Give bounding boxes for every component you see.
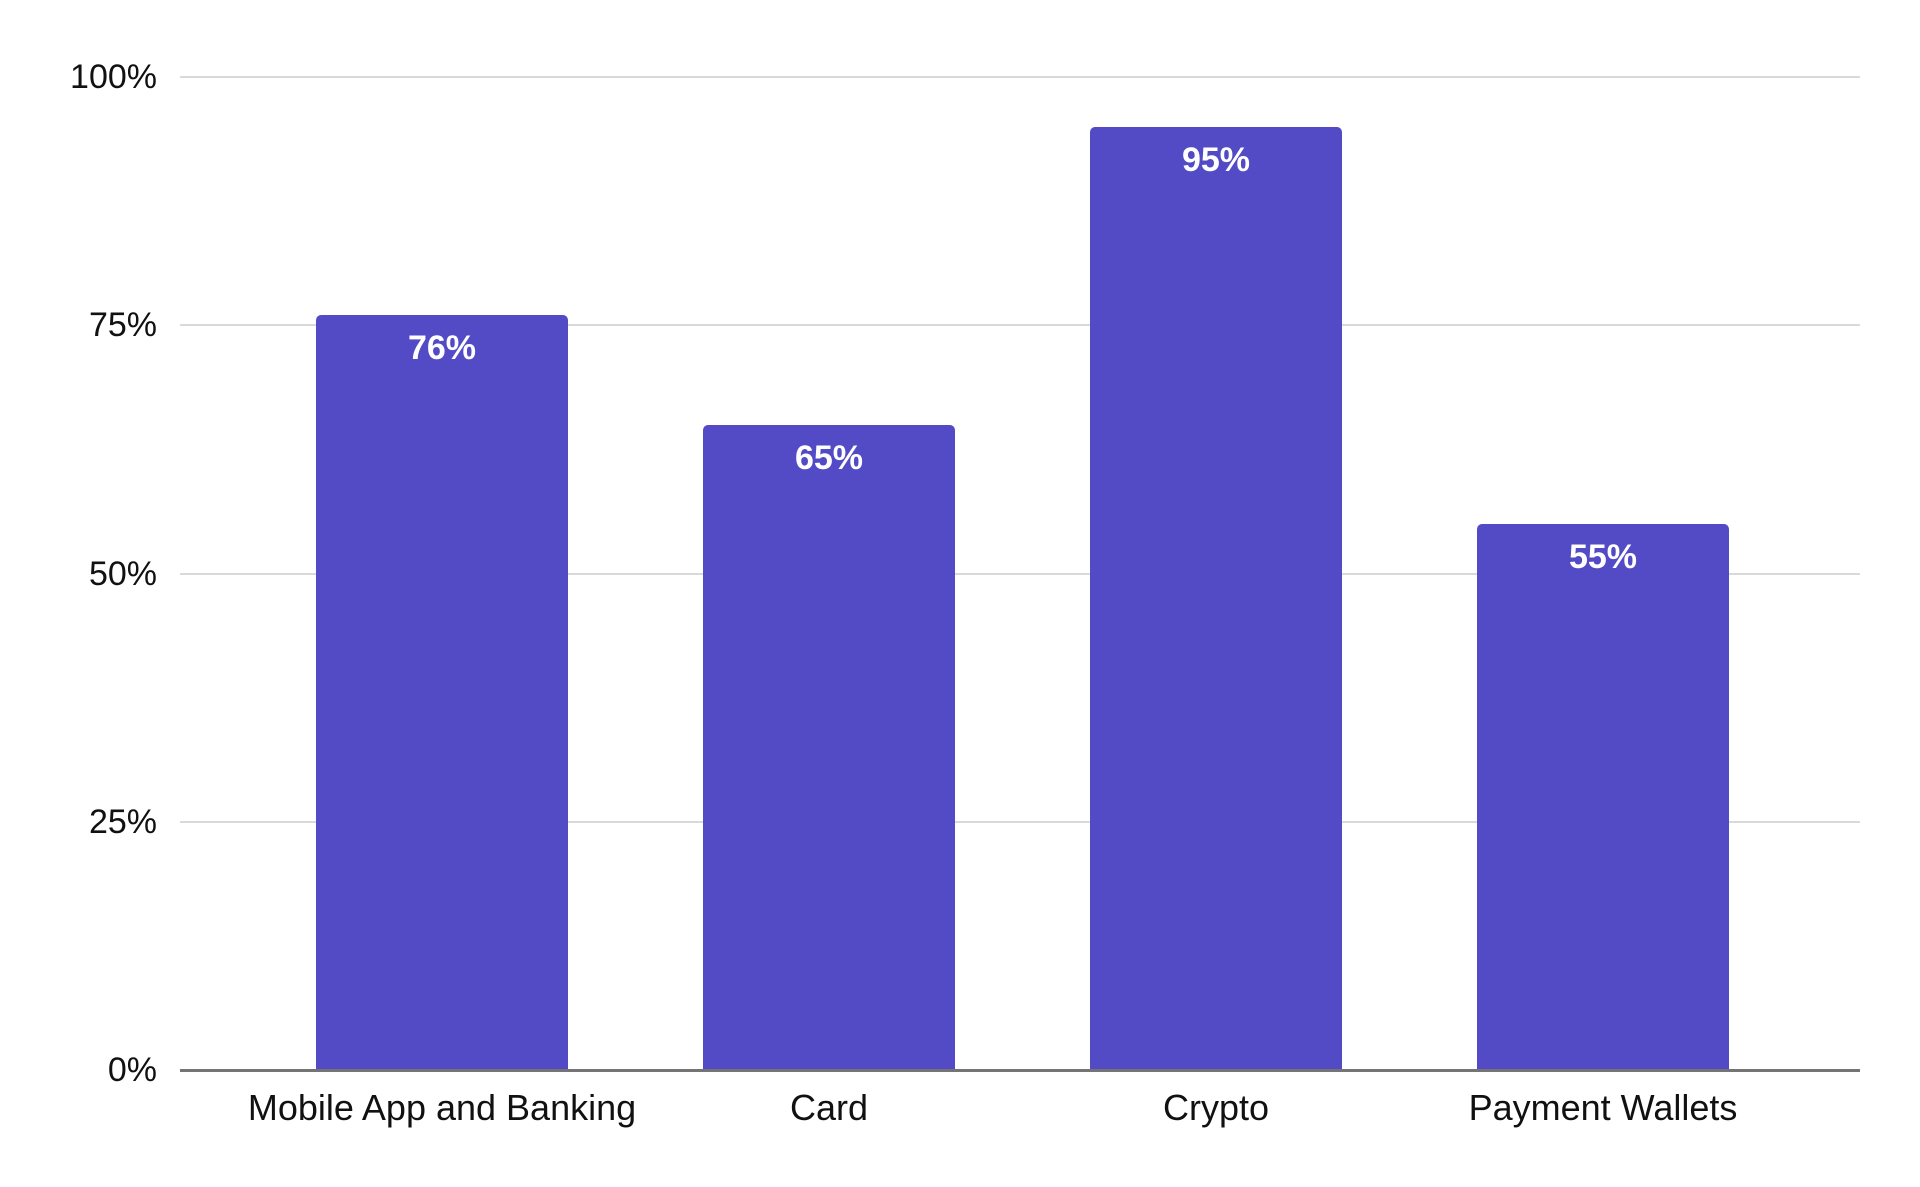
bar-value-label: 95% <box>1181 140 1251 179</box>
y-tick-label: 25% <box>88 802 157 841</box>
x-category-label: Card <box>789 1087 869 1128</box>
y-tick-label: 75% <box>88 306 157 345</box>
bar: 76% <box>316 315 568 1070</box>
bar-value-label: 65% <box>794 438 864 477</box>
x-category-label: Crypto <box>1162 1087 1270 1128</box>
gridline-100% <box>180 76 1860 78</box>
gridline-25% <box>180 820 1860 823</box>
y-tick-label: 100% <box>70 58 157 96</box>
x-category-label: Payment Wallets <box>1468 1087 1738 1128</box>
x-category-label: Mobile App and Banking <box>247 1087 637 1128</box>
x-axis-baseline <box>180 1069 1860 1072</box>
gridline-75% <box>180 324 1860 327</box>
plot-area: 76% 65% 95% 55% <box>180 76 1860 1072</box>
gridline-50% <box>180 572 1860 575</box>
bar-value-label: 76% <box>407 329 477 368</box>
y-tick-label: 0% <box>107 1051 157 1089</box>
bar: 55% <box>1477 523 1729 1070</box>
y-tick-label: 50% <box>88 554 157 593</box>
bar-value-label: 55% <box>1568 537 1638 576</box>
bar: 65% <box>703 424 955 1070</box>
bar: 95% <box>1090 126 1342 1070</box>
